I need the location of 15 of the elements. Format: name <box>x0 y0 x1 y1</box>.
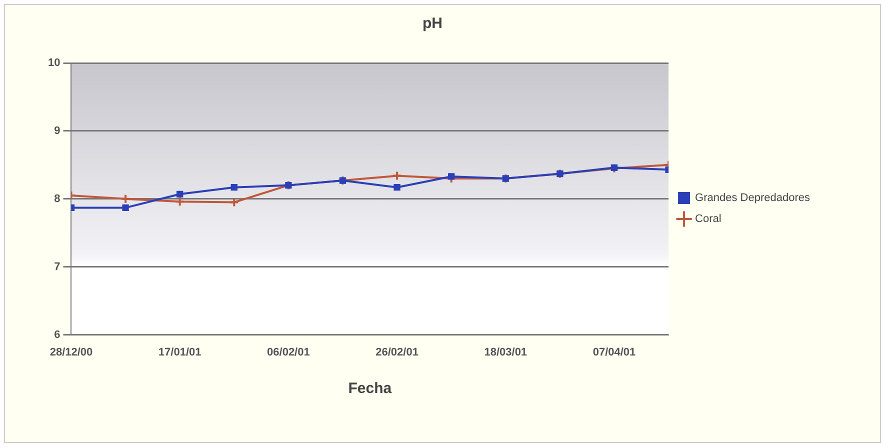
y-tick-label: 9 <box>54 124 60 137</box>
y-tick-label: 10 <box>48 57 60 70</box>
y-tick-label: 6 <box>54 328 60 341</box>
x-tick-label: 26/02/01 <box>376 346 418 358</box>
x-tick-label: 28/12/00 <box>50 346 93 358</box>
x-axis-title: Fecha <box>348 380 392 398</box>
y-tick-label: 7 <box>54 260 60 273</box>
x-tick-label: 07/04/01 <box>592 346 636 358</box>
x-tick-label: 17/01/01 <box>158 346 202 358</box>
legend-label: Grandes Depredadores <box>695 192 810 204</box>
chart-title: pH <box>422 15 442 32</box>
x-tick-label: 18/03/01 <box>484 346 528 358</box>
y-tick-label: 8 <box>54 192 60 205</box>
legend-label: Coral <box>695 213 722 226</box>
x-tick-label: 06/02/01 <box>267 346 310 358</box>
